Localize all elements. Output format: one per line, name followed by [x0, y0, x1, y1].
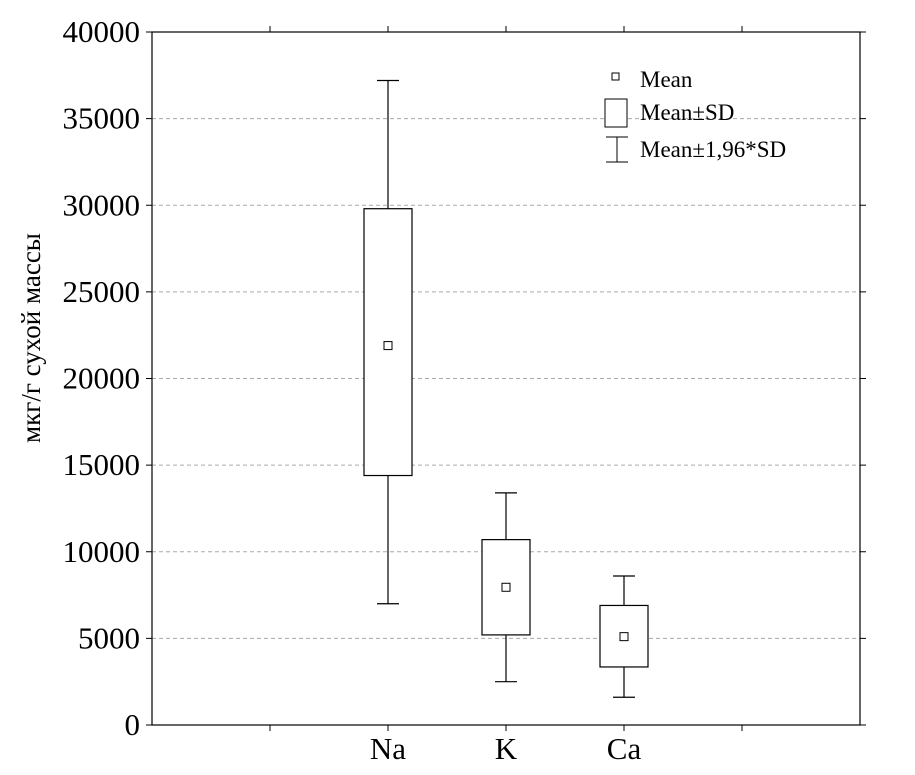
y-tick-label: 40000 — [63, 14, 141, 49]
whisker — [377, 79, 399, 605]
y-tick-label: 5000 — [78, 620, 140, 655]
whisker — [495, 492, 517, 683]
legend-whisker-marker — [606, 136, 628, 163]
legend-mean-label: Mean — [640, 67, 693, 92]
legend: Mean Mean±SD Mean±1,96*SD — [604, 67, 786, 163]
x-tick-label: Na — [370, 731, 406, 766]
legend-whisker-label: Mean±1,96*SD — [640, 137, 786, 162]
y-tick-label: 15000 — [63, 447, 141, 482]
mean-marker — [619, 632, 629, 642]
y-axis-label: мкг/г сухой массы — [16, 233, 46, 443]
legend-sd-marker — [604, 98, 628, 128]
box-ca — [599, 575, 649, 698]
legend-mean-marker — [611, 72, 620, 81]
box-na — [363, 79, 413, 605]
box-k — [481, 492, 531, 683]
x-tick-label: K — [495, 731, 518, 766]
y-tick-label: 30000 — [63, 187, 141, 222]
y-tick-label: 25000 — [63, 274, 141, 309]
mean-marker — [501, 582, 511, 592]
y-tick-label: 20000 — [63, 361, 141, 396]
y-axis: 0 5000 10000 15000 20000 25000 30000 35000 40000 — [63, 14, 866, 742]
y-tick-label: 10000 — [63, 534, 141, 569]
mean-marker — [383, 341, 393, 351]
legend-sd-label: Mean±SD — [640, 100, 734, 125]
x-tick-label: Ca — [607, 731, 642, 766]
x-axis: Na K Ca — [269, 26, 743, 766]
y-tick-label: 35000 — [63, 101, 141, 136]
whisker — [613, 575, 635, 698]
y-tick-label: 0 — [125, 707, 141, 742]
boxes — [363, 79, 649, 698]
